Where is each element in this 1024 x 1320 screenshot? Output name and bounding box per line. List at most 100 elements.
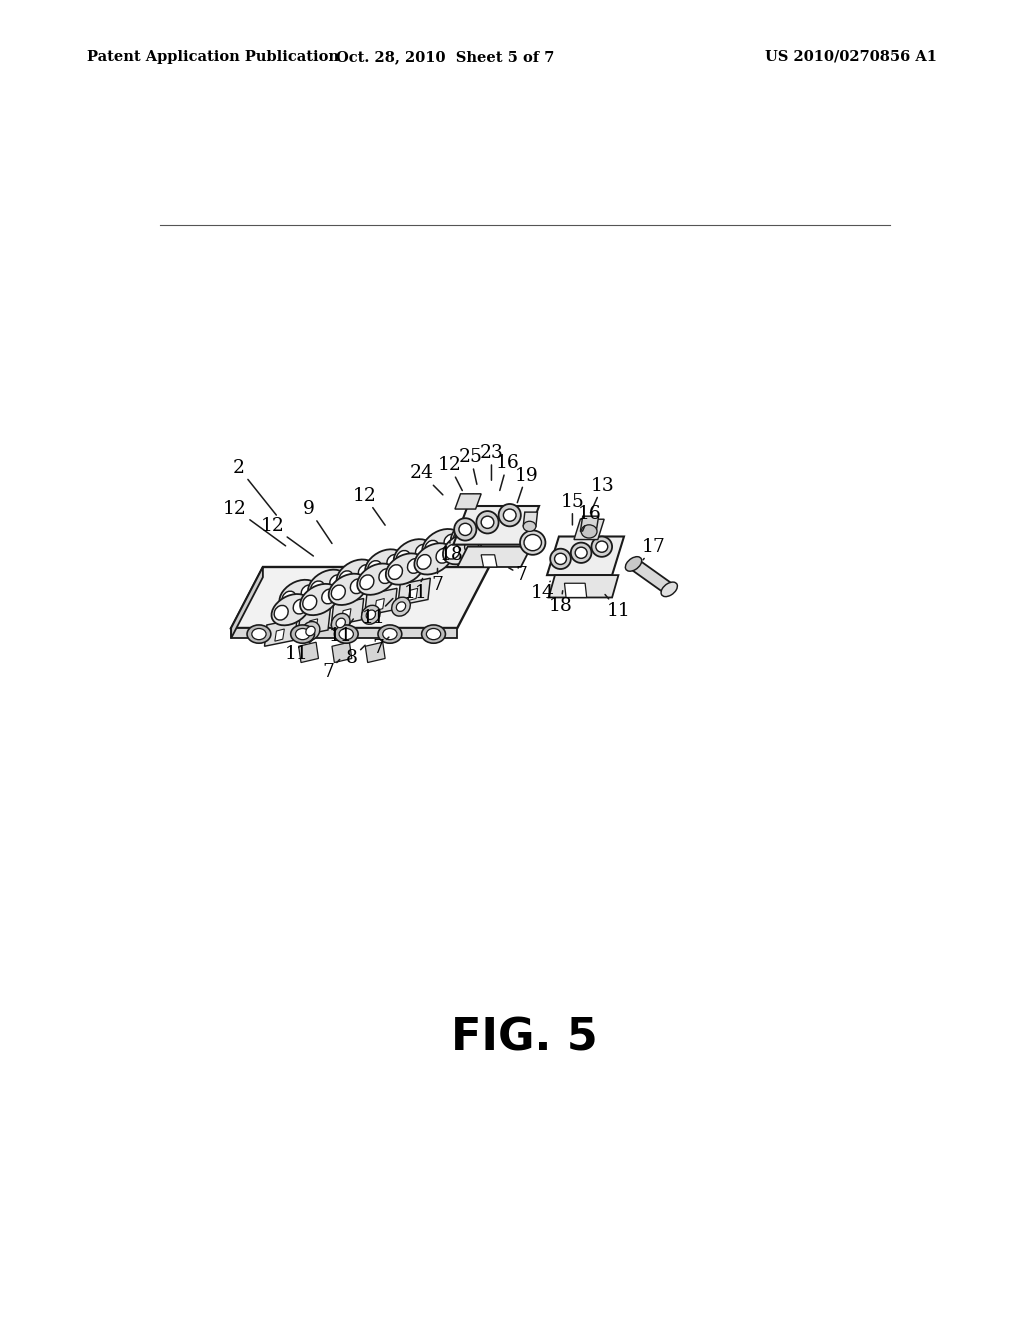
Ellipse shape — [378, 624, 401, 643]
Ellipse shape — [358, 565, 373, 579]
Text: FIG. 5: FIG. 5 — [452, 1016, 598, 1059]
Ellipse shape — [523, 521, 536, 532]
Polygon shape — [581, 516, 599, 532]
Text: 9: 9 — [303, 500, 332, 544]
Ellipse shape — [425, 540, 439, 554]
Polygon shape — [308, 619, 317, 631]
Ellipse shape — [367, 610, 376, 619]
Text: 15: 15 — [560, 492, 585, 525]
Ellipse shape — [306, 626, 315, 636]
Polygon shape — [523, 512, 538, 527]
Text: 11: 11 — [285, 639, 313, 664]
Text: 13: 13 — [591, 477, 614, 513]
Polygon shape — [350, 568, 377, 593]
Ellipse shape — [481, 516, 494, 528]
Ellipse shape — [271, 594, 310, 626]
Ellipse shape — [436, 549, 451, 564]
Ellipse shape — [504, 510, 516, 521]
Ellipse shape — [459, 523, 472, 536]
Text: 14: 14 — [530, 581, 554, 602]
Ellipse shape — [368, 561, 382, 576]
Ellipse shape — [575, 548, 587, 558]
Ellipse shape — [499, 504, 521, 527]
Text: 7: 7 — [509, 566, 527, 585]
Text: 7: 7 — [372, 638, 389, 657]
Ellipse shape — [350, 579, 365, 594]
Ellipse shape — [379, 569, 393, 583]
Ellipse shape — [293, 599, 307, 614]
Ellipse shape — [366, 549, 403, 581]
Ellipse shape — [282, 591, 296, 606]
Ellipse shape — [391, 597, 411, 616]
Ellipse shape — [274, 606, 288, 620]
Ellipse shape — [465, 539, 478, 553]
Text: 12: 12 — [352, 487, 385, 525]
Polygon shape — [574, 519, 604, 540]
Polygon shape — [299, 643, 318, 663]
Text: 7: 7 — [322, 660, 340, 681]
Text: 11: 11 — [362, 598, 393, 627]
Ellipse shape — [247, 624, 270, 643]
Ellipse shape — [472, 524, 486, 539]
Ellipse shape — [393, 539, 432, 570]
Polygon shape — [332, 643, 352, 663]
Text: 25: 25 — [459, 449, 483, 484]
Ellipse shape — [520, 531, 546, 554]
Text: 8: 8 — [346, 645, 366, 668]
Ellipse shape — [332, 614, 350, 632]
Polygon shape — [454, 506, 539, 545]
Text: US 2010/0270856 A1: US 2010/0270856 A1 — [765, 50, 937, 63]
Ellipse shape — [301, 622, 319, 640]
Polygon shape — [341, 609, 351, 620]
Ellipse shape — [339, 628, 353, 640]
Polygon shape — [481, 554, 497, 568]
Ellipse shape — [396, 602, 406, 611]
Ellipse shape — [454, 531, 468, 545]
Polygon shape — [549, 576, 618, 598]
Ellipse shape — [359, 576, 374, 590]
Text: Oct. 28, 2010  Sheet 5 of 7: Oct. 28, 2010 Sheet 5 of 7 — [336, 50, 555, 63]
Polygon shape — [379, 558, 406, 582]
Text: 23: 23 — [479, 444, 504, 480]
Polygon shape — [564, 583, 587, 598]
Polygon shape — [409, 589, 418, 601]
Ellipse shape — [592, 536, 612, 557]
Text: Patent Application Publication: Patent Application Publication — [87, 50, 339, 63]
Polygon shape — [298, 609, 331, 636]
Text: 16: 16 — [578, 506, 602, 531]
Ellipse shape — [383, 628, 397, 640]
Polygon shape — [547, 536, 624, 576]
Ellipse shape — [444, 535, 458, 549]
Ellipse shape — [451, 519, 489, 550]
Text: 7: 7 — [431, 569, 443, 594]
Ellipse shape — [596, 541, 607, 552]
Text: 11: 11 — [403, 578, 427, 602]
Ellipse shape — [330, 576, 344, 590]
Ellipse shape — [337, 560, 375, 591]
Polygon shape — [322, 578, 348, 602]
Ellipse shape — [308, 570, 346, 601]
Ellipse shape — [388, 565, 402, 579]
Polygon shape — [436, 537, 463, 562]
Ellipse shape — [386, 553, 424, 585]
Text: 16: 16 — [496, 454, 519, 491]
Text: 12: 12 — [260, 517, 313, 556]
Polygon shape — [231, 628, 458, 638]
Ellipse shape — [310, 581, 325, 595]
Polygon shape — [231, 568, 489, 628]
Ellipse shape — [252, 628, 266, 640]
Ellipse shape — [396, 550, 411, 565]
Text: 11: 11 — [605, 594, 631, 619]
Text: 2: 2 — [233, 459, 276, 515]
Text: 18: 18 — [440, 541, 464, 564]
Polygon shape — [408, 548, 434, 572]
Text: 19: 19 — [514, 466, 539, 503]
Ellipse shape — [322, 589, 336, 603]
Ellipse shape — [422, 529, 461, 560]
Ellipse shape — [524, 535, 542, 550]
Ellipse shape — [626, 557, 642, 572]
Ellipse shape — [301, 585, 315, 599]
Polygon shape — [366, 643, 385, 663]
Ellipse shape — [280, 579, 317, 611]
Polygon shape — [455, 494, 481, 510]
